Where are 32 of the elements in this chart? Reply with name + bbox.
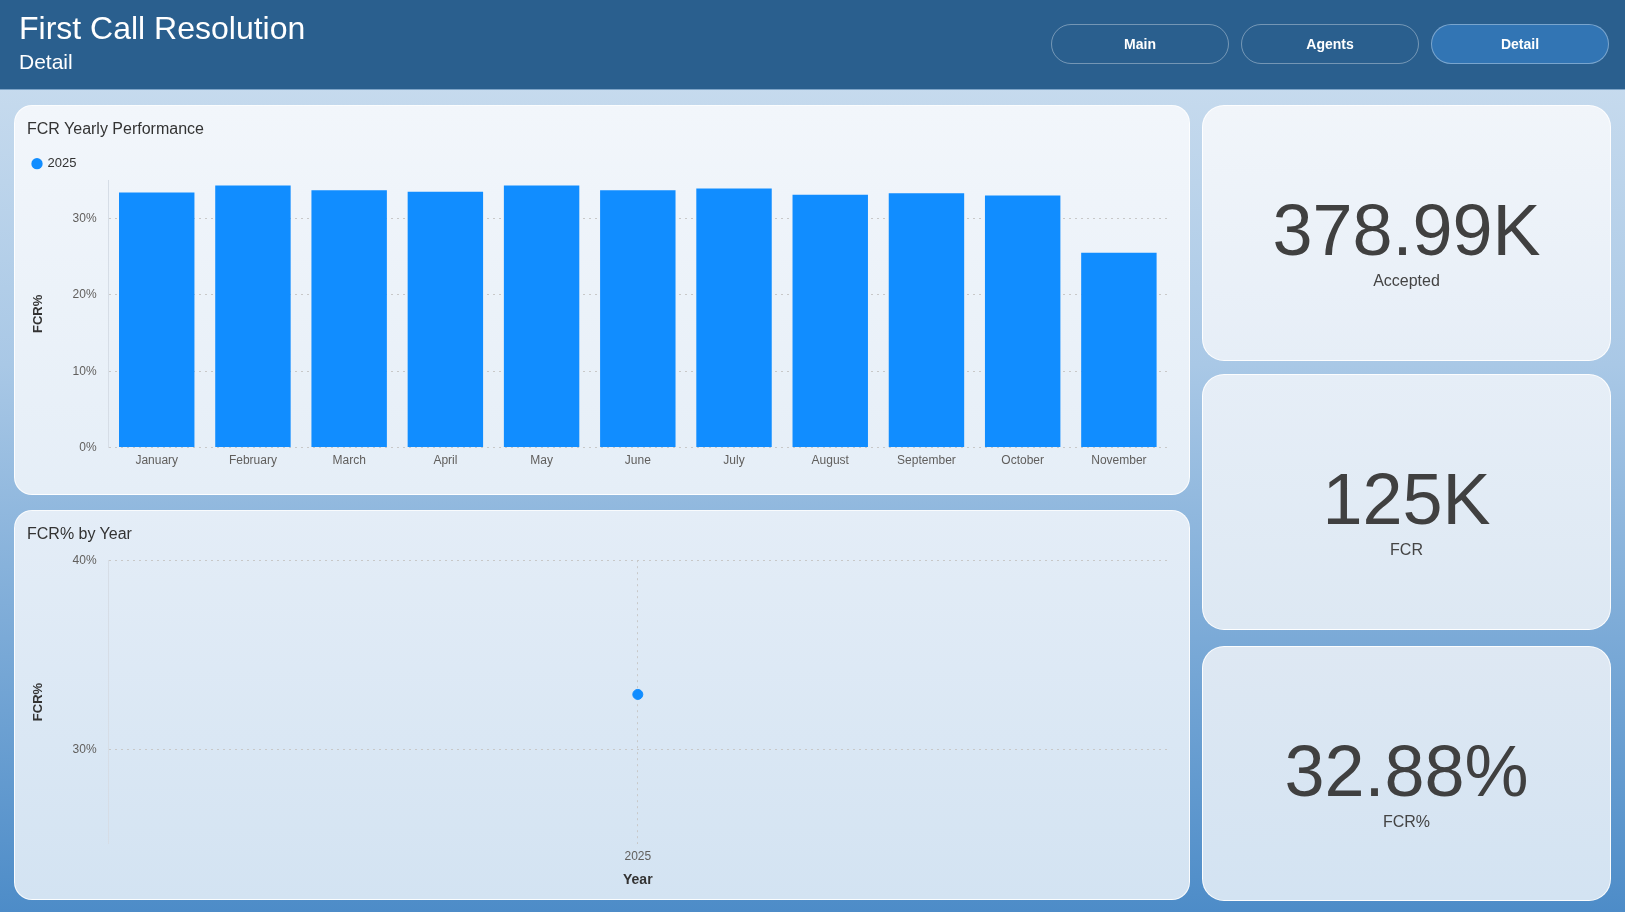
text: 378.99K [1272,190,1541,270]
text: Accepted [1373,271,1440,291]
x-tick-label: August [811,453,850,468]
y-tick-label: 10% [72,363,97,378]
x-tick-label: July [723,453,745,468]
x-tick-label: October [1001,453,1045,468]
chart-title: FCR% by Year [27,525,133,543]
x-tick-label: June [624,453,652,468]
x-tick-label: May [530,453,553,468]
x-tick-label: November [1091,453,1147,468]
x-tick-label: February [228,453,277,468]
x-tick-label: January [135,453,179,468]
x-tick-label: April [433,453,458,468]
chart-title: FCR Yearly Performance [27,120,205,138]
y-tick-label: 0% [79,439,97,454]
text: FCR [1390,540,1423,560]
x-tick-label: September [897,453,956,468]
y-axis-title: FCR% [30,682,46,722]
x-tick-label: March [332,453,366,468]
y-tick-label: 20% [72,287,97,302]
legend-label: 2025 [47,155,77,171]
text: FCR% [1382,811,1431,832]
y-tick-label: 40% [72,552,97,567]
y-tick-label: 30% [72,210,97,225]
y-axis-title: FCR% [30,294,46,334]
text: 32.88% [1284,730,1529,811]
text: Detail [19,50,73,74]
y-tick-label: 30% [72,741,97,756]
nav-button: Detail [1431,24,1609,64]
x-axis-title: Year [623,871,654,888]
text: First Call Resolution [19,10,306,46]
text: 125K [1322,459,1491,539]
